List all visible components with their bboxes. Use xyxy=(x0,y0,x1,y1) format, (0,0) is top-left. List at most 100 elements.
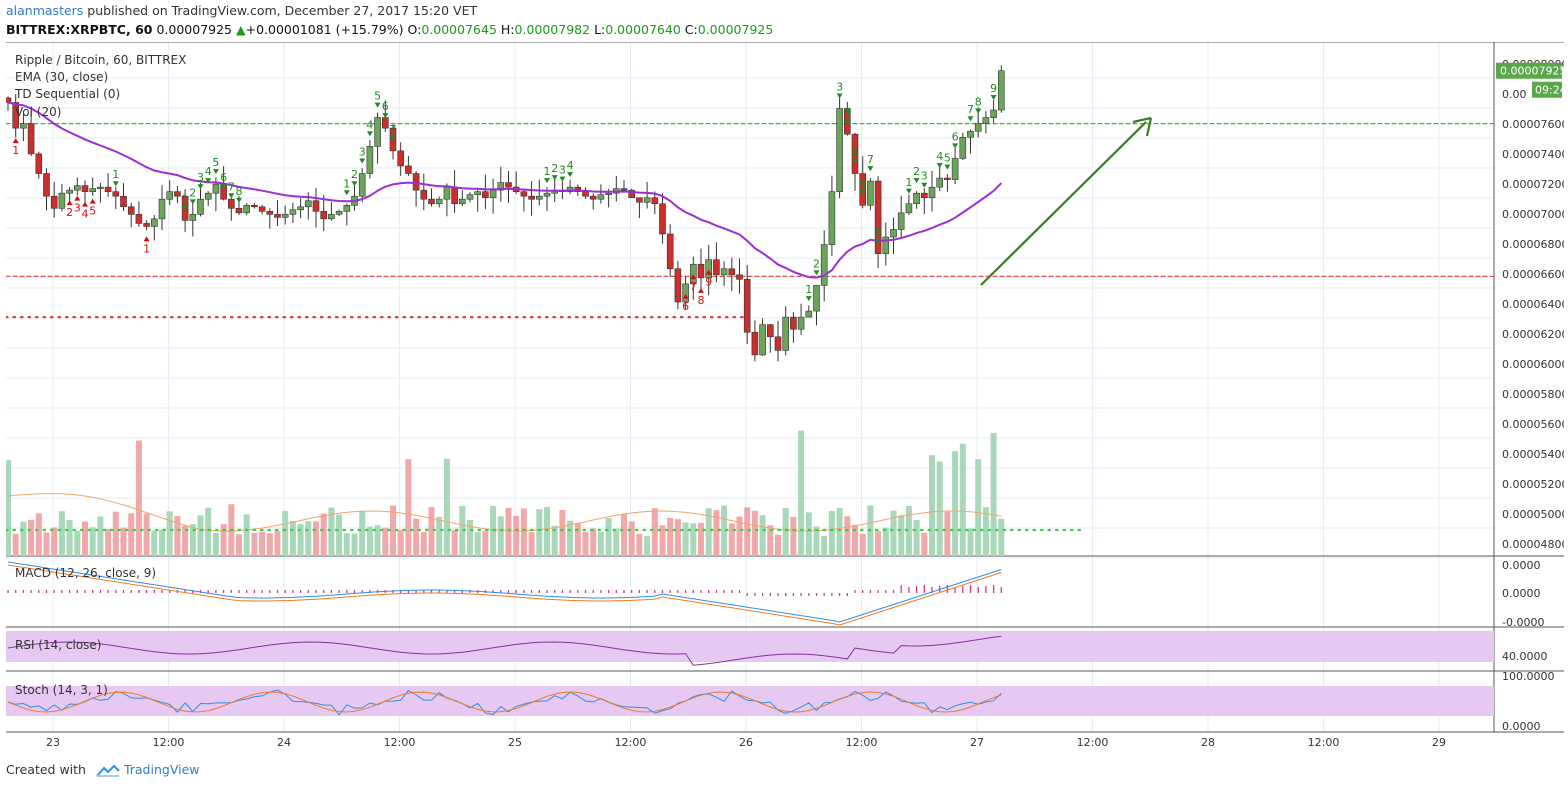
volume-bar xyxy=(482,531,489,556)
td-marker xyxy=(990,95,997,101)
open-label: O: xyxy=(407,22,422,37)
price-tick-label: 0.00006600 xyxy=(1502,268,1564,281)
volume-bar xyxy=(58,511,65,556)
volume-bar xyxy=(259,532,266,556)
candle-body xyxy=(990,109,997,118)
candle-body xyxy=(158,198,166,220)
volume-bar xyxy=(220,524,227,556)
td-marker xyxy=(913,178,920,184)
candle-body xyxy=(243,204,250,214)
td-marker xyxy=(112,181,119,187)
td-marker xyxy=(844,119,851,125)
volume-bar xyxy=(890,510,897,556)
candle-body xyxy=(666,233,674,270)
candle-body xyxy=(381,117,389,129)
td-marker xyxy=(89,198,96,204)
candle-body xyxy=(928,186,936,199)
stoch-d-line xyxy=(7,691,1002,713)
tradingview-logo-icon[interactable] xyxy=(96,764,120,778)
volume-bar xyxy=(613,528,620,556)
legend-ema[interactable]: EMA (30, close) xyxy=(15,70,108,84)
candle-body xyxy=(836,108,843,192)
volume-bar xyxy=(320,513,327,556)
candle-body xyxy=(89,188,96,192)
td-marker xyxy=(944,164,951,170)
candle-body xyxy=(497,182,505,191)
stoch-tick-label: 100.0000 xyxy=(1502,670,1555,683)
legend-stoch[interactable]: Stoch (14, 3, 1) xyxy=(15,683,108,697)
legend-rsi[interactable]: RSI (14, close) xyxy=(15,638,101,652)
volume-bar xyxy=(721,505,728,556)
td-count-label: 1 xyxy=(805,283,812,296)
volume-bar xyxy=(305,521,312,556)
volume-bar xyxy=(105,528,112,556)
last-price-tag-label: 0.00007925 xyxy=(1500,65,1564,78)
candle-body xyxy=(20,123,27,129)
macd-tick-label: -0.0000 xyxy=(1502,616,1544,629)
macd-tick-label: 0.0000 xyxy=(1502,559,1541,572)
candle-body xyxy=(597,194,605,200)
candle-body xyxy=(320,211,328,220)
candle-body xyxy=(189,214,197,221)
td-count-label: 6 xyxy=(682,300,689,313)
volume-bar xyxy=(520,508,527,556)
volume-bar xyxy=(813,526,820,556)
td-count-label: 2 xyxy=(551,162,558,175)
td-count-label: 3 xyxy=(197,171,204,184)
td-count-label: 1 xyxy=(12,144,19,157)
candle-body xyxy=(736,274,743,280)
tradingview-link[interactable]: TradingView xyxy=(123,762,200,777)
volume-bar xyxy=(128,513,135,556)
time-tick-label: 12:00 xyxy=(846,736,878,749)
td-count-label: 3 xyxy=(921,170,928,183)
volume-bar xyxy=(120,527,127,556)
price-tick-label: 0.00004800 xyxy=(1502,538,1564,551)
horizontal-levels xyxy=(4,123,1495,532)
volume-bar xyxy=(390,505,396,556)
td-count-label: 4 xyxy=(567,159,574,172)
td-count-label: 8 xyxy=(875,226,882,239)
td-marker xyxy=(682,293,689,299)
candle-body xyxy=(997,70,1005,111)
candle-body xyxy=(951,158,959,180)
candle-body xyxy=(790,316,797,330)
td-marker xyxy=(366,131,373,137)
candle-body xyxy=(959,136,967,159)
candle-body xyxy=(705,259,713,279)
candle-body xyxy=(766,324,774,338)
legend-vol[interactable]: Vol (20) xyxy=(15,105,61,119)
volume-bar xyxy=(5,460,11,556)
volume-bar xyxy=(967,528,974,556)
td-count-label: 6 xyxy=(382,100,389,113)
volume-bar xyxy=(51,527,58,556)
td-count-label: 4 xyxy=(205,165,212,178)
plot-background xyxy=(6,42,1494,732)
td-count-label: 4 xyxy=(844,106,851,119)
volume-bar xyxy=(151,530,158,556)
price-tick-label: 0.00006800 xyxy=(1502,238,1564,251)
candle-body xyxy=(797,316,805,330)
candle-body xyxy=(659,203,666,235)
legend-td[interactable]: TD Sequential (0) xyxy=(14,87,120,101)
rsi-tick-label: 40.0000 xyxy=(1502,650,1548,663)
candle-body xyxy=(166,191,173,200)
td-count-label: 1 xyxy=(182,192,189,205)
candle-body xyxy=(251,204,258,208)
close-label: C: xyxy=(684,22,698,37)
time-tick-label: 12:00 xyxy=(615,736,647,749)
candle-body xyxy=(143,223,150,227)
author-link[interactable]: alanmasters xyxy=(6,3,84,18)
volume-bar xyxy=(667,517,674,556)
td-count-label: 2 xyxy=(66,206,73,219)
volume-bar xyxy=(428,507,435,556)
td-marker xyxy=(867,166,874,172)
td-count-label: 7 xyxy=(390,123,397,136)
time-tick-label: 25 xyxy=(508,736,522,749)
td-count-label: 8 xyxy=(698,294,705,307)
candle-body xyxy=(520,191,528,197)
high-value: 0.00007982 xyxy=(514,22,591,37)
legend-macd[interactable]: MACD (12, 26, close, 9) xyxy=(15,566,156,580)
volume-bar xyxy=(243,514,250,556)
